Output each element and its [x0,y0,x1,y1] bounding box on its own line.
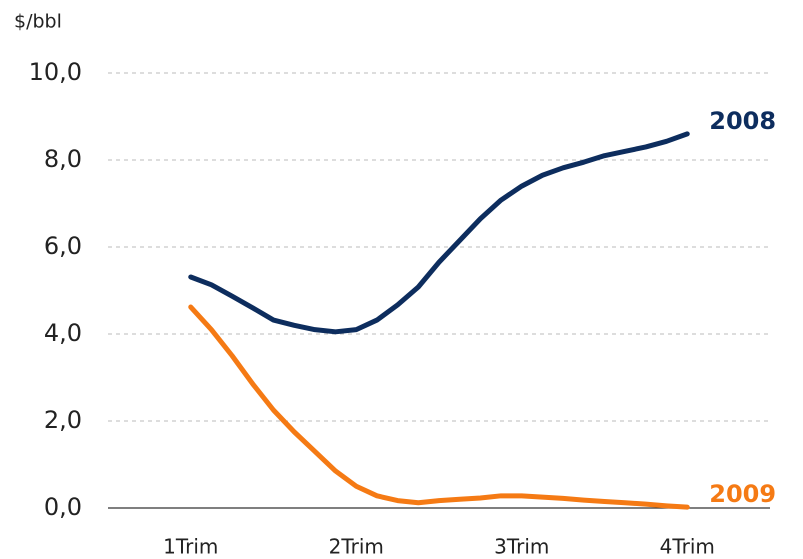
x-tick-label: 1Trim [163,535,218,559]
line [188,304,690,510]
series-label: 2008 [709,107,776,135]
series-label: 2009 [709,480,776,508]
y-axis-label: $/bbl [14,11,62,33]
y-tick-label: 8,0 [44,145,82,173]
y-tick-label: 4,0 [44,319,82,347]
line [188,131,690,335]
x-tick-label: 2Trim [329,535,384,559]
y-tick-label: 0,0 [44,493,82,521]
y-tick-label: 10,0 [29,58,82,86]
x-tick-label: 4Trim [660,535,715,559]
y-tick-label: 2,0 [44,406,82,434]
y-tick-label: 6,0 [44,232,82,260]
x-tick-label: 3Trim [494,535,549,559]
